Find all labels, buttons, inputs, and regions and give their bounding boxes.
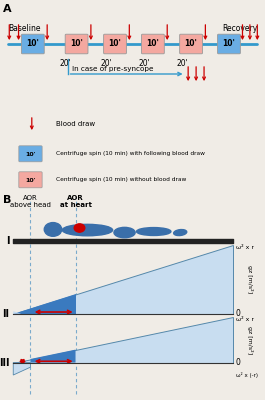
Text: ω² x (-r): ω² x (-r)	[236, 372, 258, 378]
Text: A: A	[3, 4, 11, 14]
Text: Baseline: Baseline	[8, 24, 41, 33]
Ellipse shape	[174, 230, 187, 236]
Text: 10': 10'	[109, 40, 121, 48]
Text: Blood draw: Blood draw	[56, 121, 95, 127]
Text: Centrifuge spin (10 min) without blood draw: Centrifuge spin (10 min) without blood d…	[56, 178, 186, 182]
Polygon shape	[13, 294, 76, 314]
Polygon shape	[13, 311, 21, 314]
Polygon shape	[30, 350, 76, 362]
Text: AOR
at heart: AOR at heart	[60, 195, 91, 208]
Circle shape	[74, 224, 85, 232]
FancyBboxPatch shape	[142, 34, 164, 54]
Text: II: II	[2, 309, 9, 319]
Text: B: B	[3, 195, 11, 205]
Text: 10': 10'	[25, 178, 36, 182]
Text: Centrifuge spin (10 min) with following blood draw: Centrifuge spin (10 min) with following …	[56, 152, 205, 156]
FancyBboxPatch shape	[180, 34, 202, 54]
Text: III: III	[0, 358, 9, 368]
Text: 10': 10'	[25, 152, 36, 156]
Text: 10': 10'	[70, 40, 83, 48]
Ellipse shape	[114, 227, 135, 238]
Text: 10': 10'	[147, 40, 159, 48]
FancyBboxPatch shape	[21, 34, 44, 54]
Text: gz [m/s²]: gz [m/s²]	[248, 265, 253, 294]
Text: 10': 10'	[26, 40, 39, 48]
Text: In case of pre-syncope: In case of pre-syncope	[72, 66, 153, 72]
Text: gz [m/s²]: gz [m/s²]	[248, 326, 253, 354]
Text: 10': 10'	[185, 40, 197, 48]
Ellipse shape	[62, 224, 113, 236]
Text: 20': 20'	[100, 59, 112, 68]
FancyBboxPatch shape	[104, 34, 126, 54]
Text: I: I	[6, 236, 9, 246]
Text: 0: 0	[236, 309, 241, 318]
FancyBboxPatch shape	[19, 172, 42, 188]
Text: Recovery: Recovery	[222, 24, 257, 33]
FancyBboxPatch shape	[218, 34, 240, 54]
Circle shape	[44, 222, 62, 236]
Polygon shape	[13, 362, 30, 375]
Text: 20': 20'	[138, 59, 150, 68]
Polygon shape	[13, 245, 233, 314]
Polygon shape	[13, 317, 233, 362]
FancyBboxPatch shape	[65, 34, 88, 54]
Text: ω² x r: ω² x r	[236, 245, 254, 250]
Text: 0: 0	[236, 358, 241, 367]
Text: AOR
above head: AOR above head	[10, 195, 51, 208]
Text: 10': 10'	[223, 40, 235, 48]
Ellipse shape	[136, 228, 171, 236]
Text: 20': 20'	[59, 59, 71, 68]
Text: ω² x r: ω² x r	[236, 317, 254, 322]
FancyBboxPatch shape	[19, 146, 42, 162]
Text: 20': 20'	[176, 59, 188, 68]
